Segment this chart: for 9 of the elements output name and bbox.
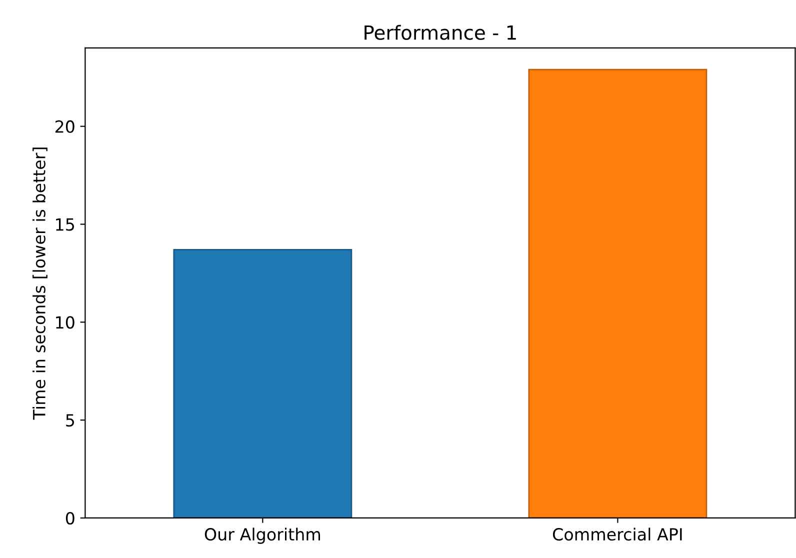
y-tick-label: 10 (56, 316, 74, 329)
y-tick-label: 20 (55, 120, 74, 133)
y-axis-title: Time in seconds [lower is better] (32, 148, 48, 420)
x-tick-label: Commercial API (552, 528, 682, 541)
y-tick-label: 15 (56, 218, 74, 231)
y-tick-label: 0 (66, 512, 74, 525)
chart-title: Performance - 1 (364, 24, 516, 40)
x-tick-label: Our Algorithm (204, 528, 320, 544)
y-tick-label: 5 (66, 414, 74, 427)
